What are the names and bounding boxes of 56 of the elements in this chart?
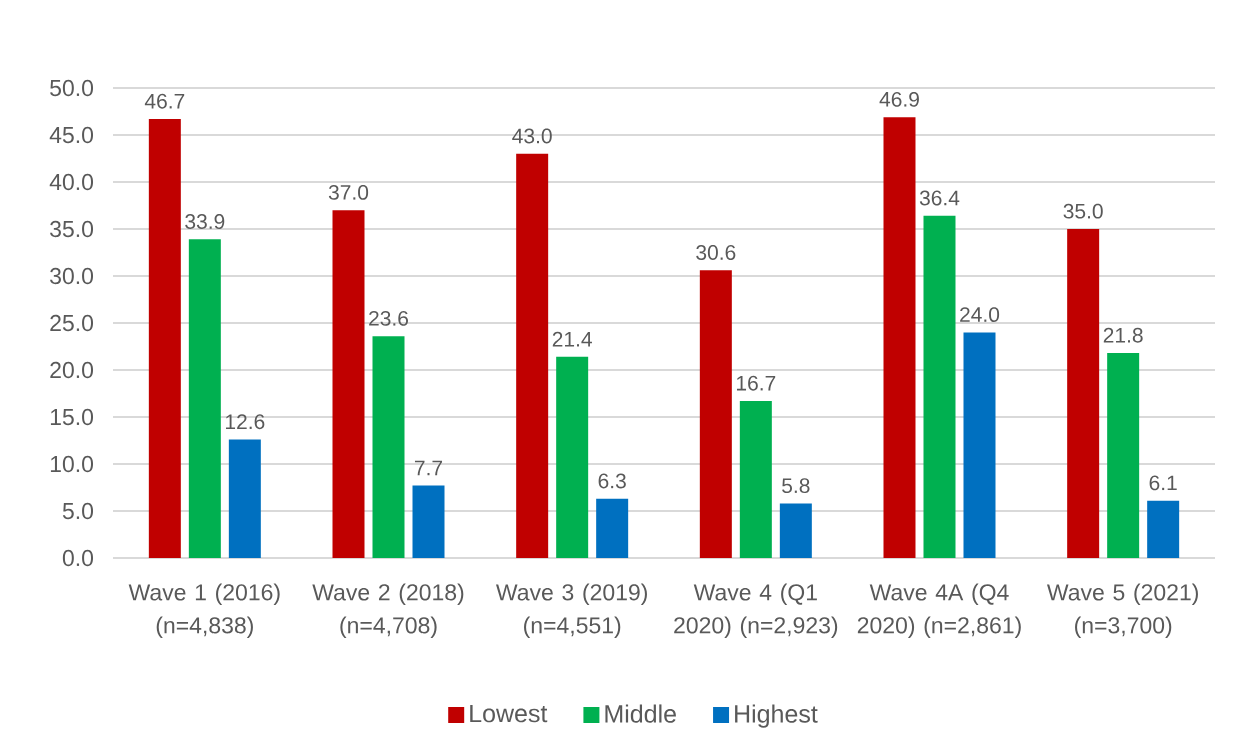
x-tick-label: Wave 2 (2018) (n=4,708) [312,583,464,639]
x-tick-label: Wave 4A (Q4 2020) (n=2,861) [857,583,1021,639]
bar [372,336,405,558]
x-tick-label: Wave 5 (2021) (n=3,700) [1046,583,1198,639]
y-tick-label: 30.0 [50,267,94,285]
data-label: 23.6 [369,310,409,326]
data-label: 46.9 [879,91,919,107]
bar [556,356,589,558]
y-tick-label: 5.0 [62,502,94,520]
data-label: 35.0 [1063,203,1103,219]
legend-label: Highest [735,704,818,728]
x-tick-label: Wave 4 (Q1 2020) (n=2,923) [674,583,838,639]
data-label: 12.6 [226,414,265,430]
bar [148,119,181,558]
data-label: 6.1 [1149,475,1177,491]
bar [596,498,629,558]
data-label: 46.7 [144,93,185,109]
data-label: 43.0 [512,128,552,144]
data-label: 7.7 [414,460,443,476]
y-tick-label: 40.0 [49,173,94,191]
x-tick-label: Wave 1 (2016) (n=4,838) [128,583,280,639]
y-tick-label: 10.0 [50,455,94,473]
data-label: 5.8 [782,478,810,494]
bar [779,503,812,558]
y-tick-label: 45.0 [49,126,94,144]
bar [332,210,365,558]
data-label: 36.4 [919,190,960,206]
y-tick-label: 50.0 [50,79,94,97]
data-label: 6.3 [598,473,626,489]
data-label: 16.7 [737,375,776,391]
bar [412,485,445,558]
bar [923,215,956,558]
data-label: 21.8 [1103,327,1143,343]
bar [188,239,221,558]
bar [516,153,549,558]
bar [699,270,732,558]
legend-label: Lowest [470,704,548,723]
bar [1147,500,1180,558]
legend-label: Middle [605,704,676,723]
data-label: 37.0 [328,184,369,200]
y-tick-label: 20.0 [50,361,94,379]
bar [963,332,996,558]
bar [883,117,916,558]
data-label: 21.4 [552,331,592,347]
bar [739,401,772,558]
data-label: 30.6 [696,245,736,260]
bar [1067,229,1100,558]
y-tick-label: 35.0 [50,220,94,238]
bar [1107,353,1140,558]
bar [228,439,261,558]
data-label: 24.0 [960,307,1000,323]
data-label: 33.9 [185,214,225,229]
x-tick-label: Wave 3 (2019) (n=4,551) [495,583,647,639]
y-tick-label: 25.0 [50,314,94,332]
y-tick-label: 15.0 [50,408,94,426]
y-tick-label: 0.0 [62,549,94,567]
